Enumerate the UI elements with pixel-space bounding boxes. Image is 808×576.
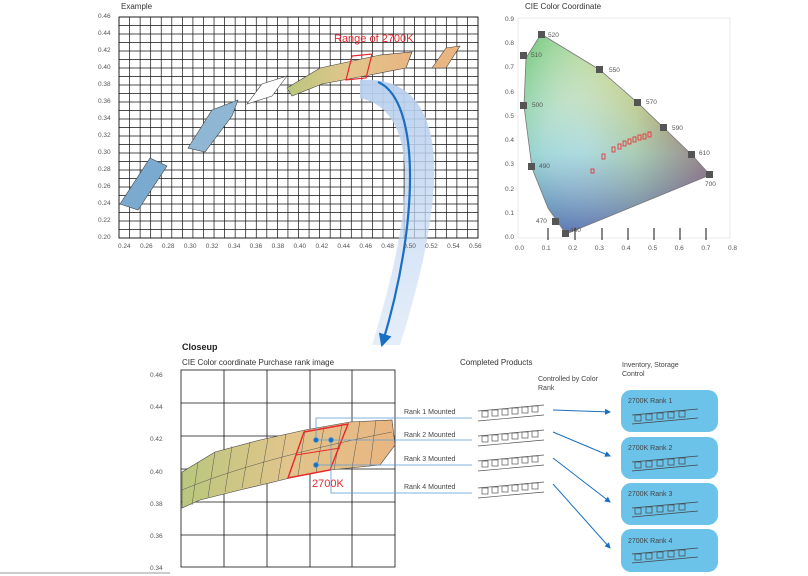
example-y-tick: 0.20 [98, 234, 111, 241]
closeup-y-tick: 0.38 [150, 500, 163, 508]
cie-title: CIE Color Coordinate [525, 2, 602, 11]
cie-y-tick: 0.1 [505, 209, 515, 217]
example-y-tick: 0.42 [98, 47, 111, 54]
example-x-tick: 0.36 [249, 243, 263, 250]
example-y-tick: 0.28 [98, 166, 111, 173]
cie-x-tick: 0.0 [515, 245, 525, 252]
rank-1-label: Rank 1 Mounted [404, 409, 456, 416]
example-y-tick: 0.40 [98, 64, 111, 71]
wavelength-label: 470 [536, 218, 547, 225]
example-y-tick: 0.38 [98, 81, 111, 88]
inventory-arrows [552, 408, 611, 549]
wavelength-label: 590 [672, 125, 683, 132]
example-x-tick: 0.48 [381, 243, 394, 250]
example-x-tick: 0.52 [425, 243, 438, 250]
rank-2-label: Rank 2 Mounted [404, 432, 456, 439]
example-x-tick: 0.26 [139, 243, 153, 250]
example-y-tick: 0.26 [98, 183, 111, 190]
completed-title: Completed Products [460, 358, 533, 367]
rank-3-label: Rank 3 Mounted [404, 456, 456, 463]
product-reels [477, 404, 545, 499]
example-x-tick: 0.54 [447, 243, 460, 250]
example-x-tick: 0.38 [271, 243, 285, 250]
example-x-tick: 0.44 [337, 243, 351, 250]
example-x-tick: 0.32 [205, 243, 219, 250]
range-label: Range of 2700K [334, 33, 414, 45]
example-x-tick: 0.24 [118, 243, 131, 250]
example-x-tick: 0.30 [183, 243, 197, 250]
example-y-tick: 0.24 [98, 200, 111, 207]
example-y-tick: 0.34 [98, 115, 111, 122]
rank-4-label: Rank 4 Mounted [404, 484, 456, 491]
example-x-tick: 0.50 [403, 243, 416, 250]
example-x-tick: 0.28 [161, 243, 175, 250]
wavelength-label: 610 [699, 150, 710, 157]
cie-x-tick: 0.5 [648, 245, 658, 252]
wavelength-label: 510 [531, 52, 542, 59]
cie-x-tick: 0.1 [541, 245, 551, 252]
inventory-boxes [621, 390, 718, 572]
cie-x-tick: 0.3 [594, 245, 604, 252]
label-2700k: 2700K [312, 478, 344, 490]
cie-y-tick: 0.2 [505, 185, 515, 193]
example-x-tick: 0.42 [315, 243, 329, 250]
closeup-subtitle: CIE Color coordinate Purchase rank image [182, 358, 335, 367]
wavelength-label: 460 [570, 227, 581, 234]
cie-y-tick: 0.6 [505, 88, 515, 96]
example-x-tick: 0.34 [227, 243, 241, 250]
controlled-title: Controlled by Color Rank [538, 376, 598, 392]
rank-connectors [313, 417, 472, 494]
cie-y-tick: 0.3 [505, 161, 515, 169]
inventory-title: Inventory, Storage Control [622, 362, 679, 378]
inventory-rank-1: 2700K Rank 1 [628, 398, 673, 405]
cie-y-tick: 0.0 [505, 234, 515, 241]
example-y-tick: 0.36 [98, 98, 111, 105]
wavelength-label: 500 [532, 102, 543, 109]
inventory-rank-2: 2700K Rank 2 [628, 445, 673, 452]
closeup-y-tick: 0.36 [150, 532, 163, 540]
example-x-tick: 0.46 [359, 243, 372, 250]
inventory-rank-3: 2700K Rank 3 [628, 491, 673, 498]
cie-x-tick: 0.2 [568, 245, 578, 252]
cie-x-tick: 0.4 [621, 245, 631, 252]
example-y-tick: 0.44 [98, 30, 111, 37]
closeup-y-tick: 0.46 [150, 372, 163, 379]
cie-y-tick: 0.7 [505, 64, 515, 72]
wavelength-label: 520 [548, 32, 559, 39]
cie-y-tick: 0.9 [505, 16, 515, 23]
example-x-tick: 0.40 [293, 243, 307, 250]
wavelength-label: 570 [646, 99, 657, 106]
wavelength-label: 550 [609, 67, 620, 74]
cie-x-tick: 0.6 [674, 245, 684, 252]
cie-locus [520, 31, 713, 240]
closeup-band [181, 419, 396, 509]
example-x-tick: 0.56 [469, 243, 482, 250]
cie-y-tick: 0.4 [505, 137, 515, 145]
example-y-tick: 0.32 [98, 132, 111, 139]
example-y-tick: 0.22 [98, 217, 111, 224]
cie-x-tick: 0.7 [701, 245, 711, 252]
cie-x-tick: 0.8 [728, 245, 738, 252]
example-bands [119, 45, 461, 211]
example-title: Example [121, 2, 153, 11]
closeup-y-tick: 0.40 [150, 468, 163, 476]
cie-y-tick: 0.8 [505, 40, 515, 48]
closeup-title: Closeup [182, 342, 218, 352]
cie-y-tick: 0.5 [505, 112, 515, 120]
closeup-y-tick: 0.34 [150, 565, 163, 572]
example-y-tick: 0.46 [98, 13, 111, 20]
closeup-y-tick: 0.44 [150, 404, 163, 412]
closeup-y-tick: 0.42 [150, 436, 163, 444]
wavelength-label: 490 [539, 163, 550, 170]
wavelength-label: 700 [705, 181, 716, 188]
inventory-rank-4: 2700K Rank 4 [628, 538, 673, 545]
example-y-tick: 0.30 [98, 149, 111, 156]
